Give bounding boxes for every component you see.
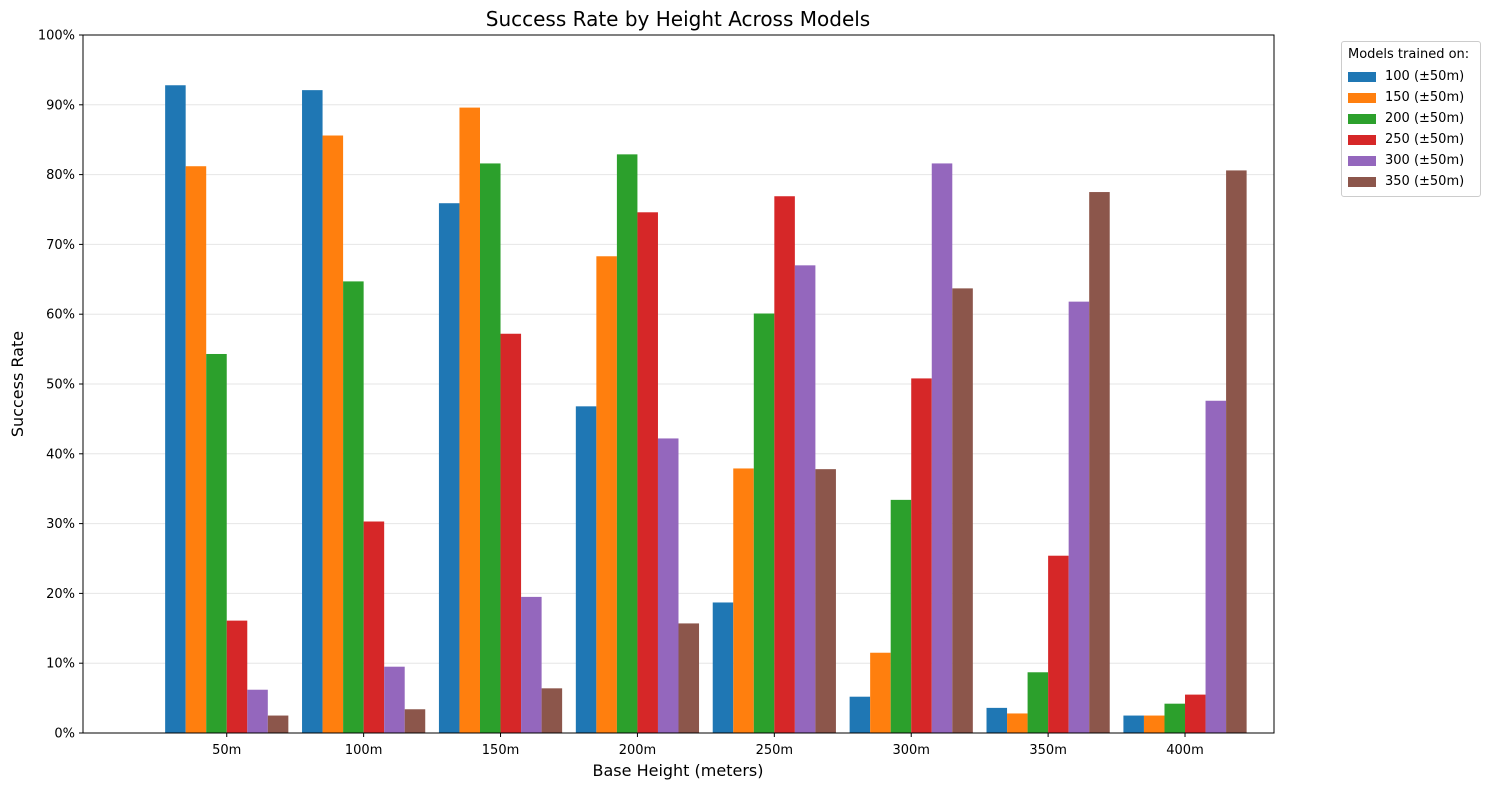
bar xyxy=(1123,715,1144,733)
y-tick-label: 20% xyxy=(46,587,75,602)
legend-item: 250 (±50m) xyxy=(1348,129,1474,150)
legend-label: 150 (±50m) xyxy=(1385,90,1465,105)
y-tick-label: 70% xyxy=(46,238,75,253)
bar xyxy=(1185,694,1206,733)
bar xyxy=(616,154,638,733)
y-tick-label: 50% xyxy=(46,378,75,393)
bar xyxy=(500,333,522,733)
bar xyxy=(384,666,405,733)
bar xyxy=(657,438,679,733)
bar xyxy=(986,707,1008,733)
y-axis-label: Success Rate xyxy=(8,331,27,437)
bar xyxy=(678,623,700,733)
bar xyxy=(1027,672,1049,733)
bar xyxy=(185,166,207,733)
bar xyxy=(322,135,344,734)
legend-label: 300 (±50m) xyxy=(1385,153,1465,168)
bar xyxy=(343,281,364,733)
y-tick-label: 40% xyxy=(46,447,75,462)
legend-label: 250 (±50m) xyxy=(1385,132,1465,147)
y-tick-label: 60% xyxy=(46,308,75,323)
x-tick-label: 300m xyxy=(892,743,929,758)
bar xyxy=(302,90,323,734)
bar xyxy=(267,715,289,733)
legend-swatch xyxy=(1348,71,1376,82)
legend-items: 100 (±50m) 150 (±50m) 200 (±50m) 250 (±50m)… xyxy=(1348,66,1474,192)
bar xyxy=(165,85,186,734)
bar xyxy=(1205,400,1227,733)
legend-item: 200 (±50m) xyxy=(1348,108,1474,129)
legend: Models trained on: 100 (±50m) 150 (±50m) 2… xyxy=(1341,41,1481,197)
bar xyxy=(226,620,248,733)
y-tick-label: 80% xyxy=(46,168,75,183)
bar xyxy=(794,265,816,733)
legend-label: 200 (±50m) xyxy=(1385,111,1465,126)
x-tick-label: 150m xyxy=(482,743,519,758)
x-tick-label: 250m xyxy=(756,743,793,758)
bar xyxy=(637,212,658,734)
x-tick-label: 350m xyxy=(1029,743,1066,758)
bar xyxy=(575,406,597,733)
bar xyxy=(890,499,912,733)
bar xyxy=(815,469,836,733)
x-tick-label: 200m xyxy=(619,743,656,758)
x-axis-ticks: 50m 100m 150m 200m 250m 300m 350m 400m xyxy=(212,733,1204,758)
bar xyxy=(596,256,617,733)
bar xyxy=(911,378,932,733)
bar xyxy=(1164,703,1186,733)
y-tick-label: 30% xyxy=(46,517,75,532)
legend-title: Models trained on: xyxy=(1348,47,1470,62)
legend-item: 150 (±50m) xyxy=(1348,87,1474,108)
chart-title: Success Rate by Height Across Models xyxy=(486,7,870,31)
legend-item: 300 (±50m) xyxy=(1348,150,1474,171)
bar xyxy=(1089,192,1110,734)
bar xyxy=(521,596,542,733)
bar xyxy=(459,107,480,734)
bar xyxy=(753,313,775,733)
bar xyxy=(931,163,953,733)
bars xyxy=(165,85,1247,734)
bar xyxy=(480,163,501,733)
bar xyxy=(1068,301,1090,733)
bar xyxy=(1048,555,1069,733)
bar xyxy=(733,468,754,733)
x-tick-label: 50m xyxy=(212,743,241,758)
legend-swatch xyxy=(1348,176,1376,187)
bar xyxy=(849,696,871,733)
y-tick-label: 90% xyxy=(46,98,75,113)
bar xyxy=(247,689,268,733)
legend-swatch xyxy=(1348,92,1376,103)
legend-item: 350 (±50m) xyxy=(1348,171,1474,192)
bar xyxy=(712,602,734,733)
y-tick-label: 0% xyxy=(54,727,75,742)
y-tick-label: 100% xyxy=(38,29,75,44)
legend-swatch xyxy=(1348,113,1376,124)
bar xyxy=(1143,715,1165,733)
bar xyxy=(404,709,426,733)
bar xyxy=(774,196,795,733)
bar xyxy=(1226,170,1247,734)
bar xyxy=(206,353,227,733)
x-axis-label: Base Height (meters) xyxy=(593,761,764,780)
bar xyxy=(1007,713,1028,733)
legend-item: 100 (±50m) xyxy=(1348,66,1474,87)
x-tick-label: 100m xyxy=(345,743,382,758)
bar xyxy=(870,652,891,733)
bar xyxy=(952,288,973,733)
y-axis-ticks: 0% 10% 20% 30% 40% 50% 60% 70% 80% 90% 100% xyxy=(38,29,83,742)
bar xyxy=(438,203,460,733)
legend-label: 100 (±50m) xyxy=(1385,69,1465,84)
legend-label: 350 (±50m) xyxy=(1385,174,1465,189)
x-tick-label: 400m xyxy=(1166,743,1203,758)
bar xyxy=(363,521,385,733)
y-tick-label: 10% xyxy=(46,657,75,672)
bar xyxy=(541,688,563,733)
legend-swatch xyxy=(1348,134,1376,145)
legend-swatch xyxy=(1348,155,1376,166)
